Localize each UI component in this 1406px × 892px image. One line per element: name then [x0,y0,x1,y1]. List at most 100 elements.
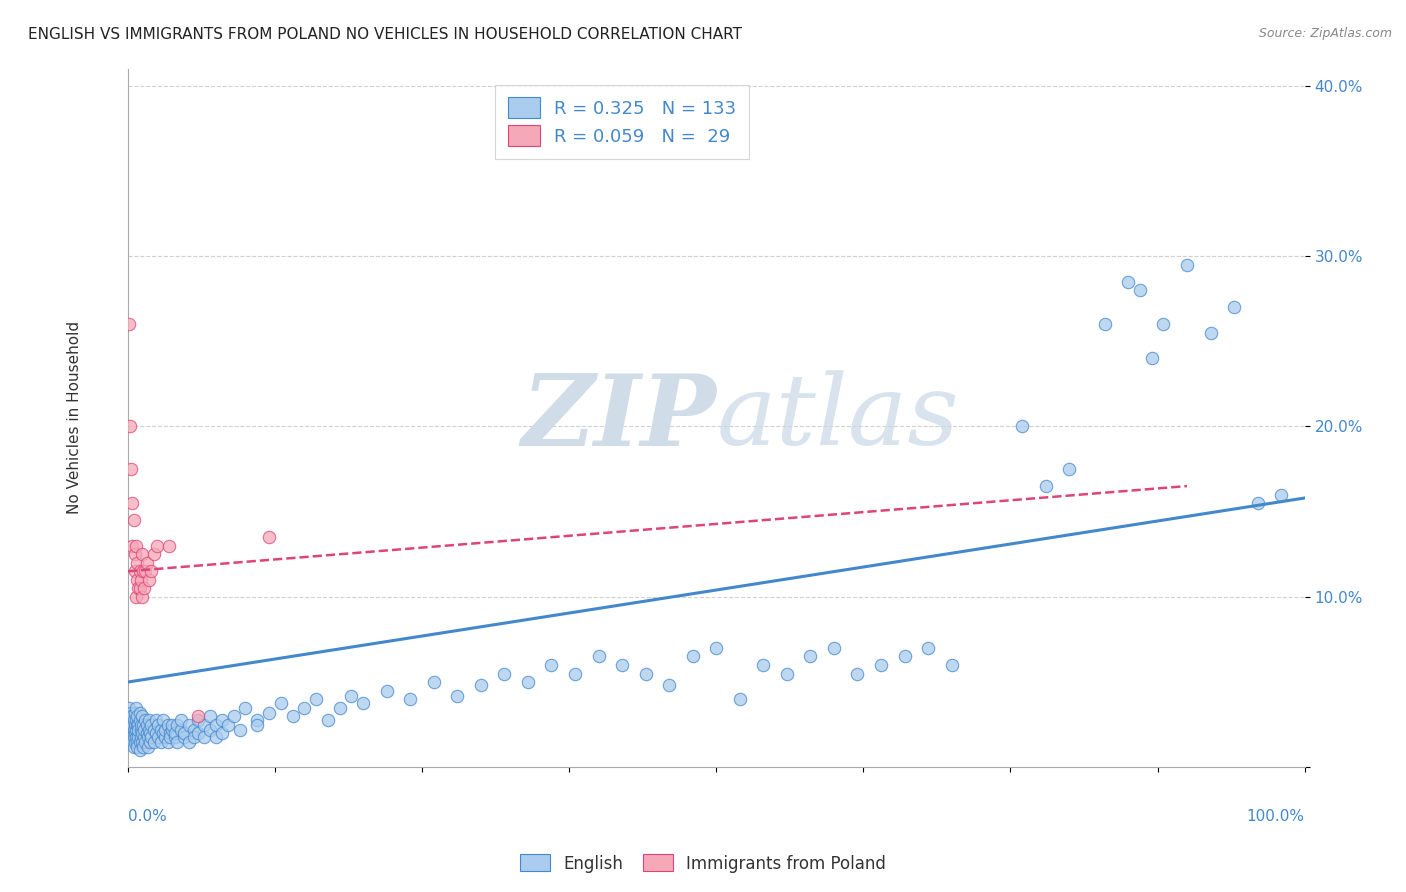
Text: ENGLISH VS IMMIGRANTS FROM POLAND NO VEHICLES IN HOUSEHOLD CORRELATION CHART: ENGLISH VS IMMIGRANTS FROM POLAND NO VEH… [28,27,742,42]
Point [246,717,269,731]
Point [127,709,149,723]
Point [129,717,152,731]
Point [446,689,468,703]
Point [292,700,315,714]
Point [120,706,142,720]
Point [634,666,657,681]
Point [120,713,142,727]
Point [121,730,143,744]
Point [494,666,516,681]
Point [166,717,188,731]
Point [152,726,174,740]
Point [152,713,174,727]
Point [132,564,155,578]
Point [155,723,177,737]
Point [142,735,165,749]
Point [917,640,939,655]
Point [141,717,163,731]
Point [125,700,148,714]
Point [134,564,156,578]
Point [124,717,146,731]
Point [142,547,165,561]
Point [610,658,633,673]
Point [205,730,228,744]
Point [281,709,304,723]
Point [124,706,146,720]
Point [118,317,141,331]
Point [870,658,893,673]
Point [131,547,153,561]
Text: atlas: atlas [716,370,959,466]
Point [170,713,193,727]
Point [131,735,153,749]
Text: No Vehicles in Household: No Vehicles in Household [67,321,83,515]
Point [173,730,195,744]
Point [121,539,143,553]
Point [941,658,963,673]
Text: Source: ZipAtlas.com: Source: ZipAtlas.com [1258,27,1392,40]
Point [1129,283,1152,297]
Point [129,573,152,587]
Point [159,730,181,744]
Point [776,666,799,681]
Point [177,735,200,749]
Point [155,730,177,744]
Point [1140,351,1163,366]
Point [131,590,153,604]
Point [122,730,145,744]
Point [129,723,152,737]
Point [728,692,751,706]
Point [138,573,160,587]
Point [704,640,727,655]
Point [127,573,149,587]
Point [138,713,160,727]
Point [124,726,146,740]
Point [211,713,233,727]
Point [136,730,159,744]
Point [127,717,149,731]
Point [177,717,200,731]
Legend: English, Immigrants from Poland: English, Immigrants from Poland [513,847,893,880]
Point [211,726,233,740]
Point [120,717,142,731]
Point [127,556,149,570]
Point [205,717,228,731]
Point [183,723,205,737]
Point [148,717,170,731]
Point [135,556,157,570]
Point [131,709,153,723]
Point [121,496,143,510]
Point [823,640,845,655]
Point [166,735,188,749]
Point [129,730,152,744]
Point [148,730,170,744]
Point [159,726,181,740]
Point [128,743,150,757]
Point [120,726,142,740]
Point [127,723,149,737]
Point [122,739,145,754]
Text: 0.0%: 0.0% [128,809,166,824]
Point [270,696,292,710]
Point [120,709,142,723]
Point [222,709,245,723]
Point [329,700,352,714]
Point [149,723,172,737]
Point [846,666,869,681]
Point [134,735,156,749]
Point [127,739,149,754]
Point [141,564,163,578]
Point [564,666,586,681]
Point [120,723,142,737]
Text: 100.0%: 100.0% [1247,809,1305,824]
Point [128,735,150,749]
Point [1059,462,1081,476]
Point [246,713,269,727]
Point [162,723,184,737]
Point [163,726,186,740]
Point [1199,326,1222,340]
Point [124,735,146,749]
Point [1152,317,1174,331]
Point [1035,479,1057,493]
Point [540,658,562,673]
